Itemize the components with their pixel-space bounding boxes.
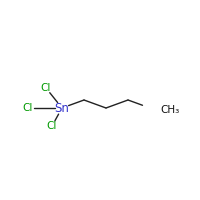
Text: CH₃: CH₃ [160,105,179,115]
Text: Sn: Sn [55,102,69,114]
Text: Cl: Cl [41,83,51,93]
Text: Cl: Cl [47,121,57,131]
Text: Cl: Cl [23,103,33,113]
